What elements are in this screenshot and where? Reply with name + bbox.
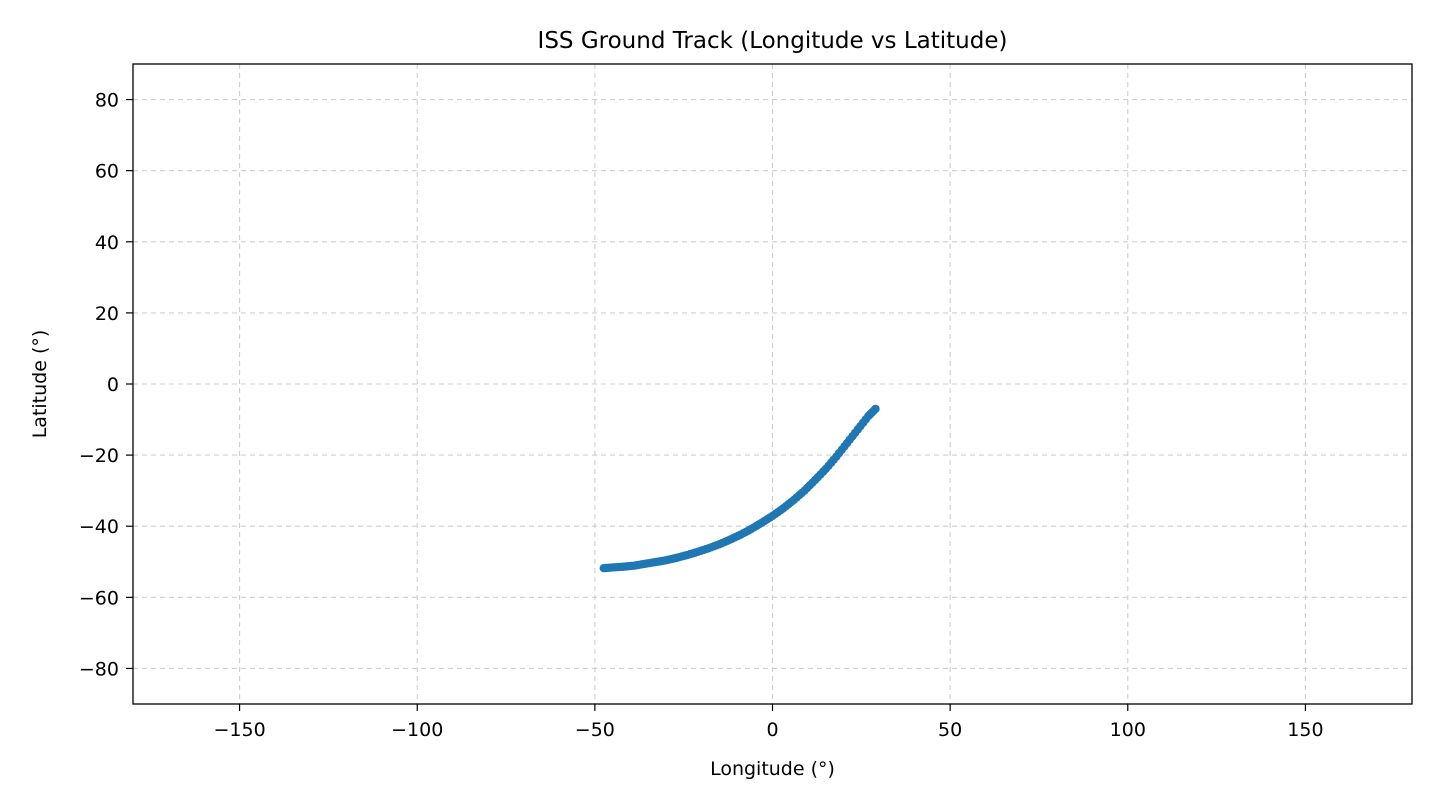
y-tick-label: −60	[79, 587, 119, 609]
y-tick-label: −20	[79, 445, 119, 467]
y-tick-label: 20	[95, 303, 119, 325]
y-tick-label: 40	[95, 232, 119, 254]
y-tick-label: 0	[107, 374, 119, 396]
data-point	[871, 404, 880, 414]
y-ticks: −80 −60 −40 −20 0 20 40 60 80	[79, 90, 133, 680]
x-ticks: −150 −100 −50 0 50 100 150	[213, 704, 1324, 741]
y-tick-label: 80	[95, 90, 119, 112]
y-tick-label: −40	[79, 516, 119, 538]
y-tick-label: 60	[95, 161, 119, 183]
x-tick-label: −100	[391, 719, 443, 741]
x-tick-label: 0	[766, 719, 778, 741]
y-tick-label: −80	[79, 658, 119, 680]
x-tick-label: −50	[575, 719, 615, 741]
x-axis-label: Longitude (°)	[710, 758, 835, 780]
y-axis-label: Latitude (°)	[29, 330, 51, 439]
x-tick-label: 150	[1287, 719, 1323, 741]
data-points	[599, 404, 880, 573]
x-tick-label: −150	[213, 719, 265, 741]
x-tick-label: 100	[1110, 719, 1146, 741]
chart-title: ISS Ground Track (Longitude vs Latitude)	[538, 28, 1008, 54]
x-tick-label: 50	[938, 719, 962, 741]
grid-lines	[133, 64, 1412, 704]
